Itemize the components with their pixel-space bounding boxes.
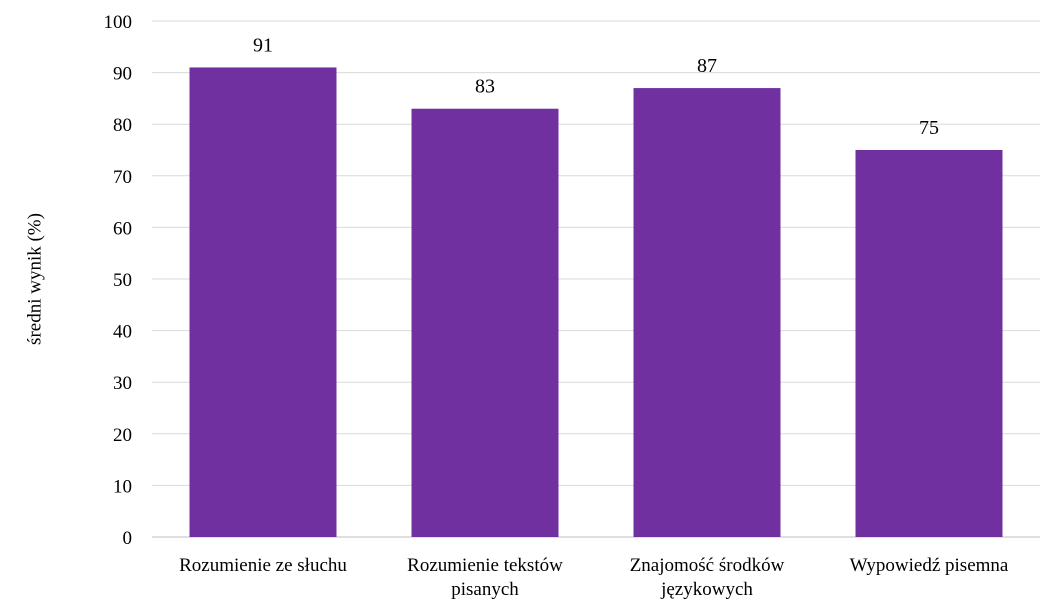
- data-label: 83: [475, 76, 495, 98]
- bar: [633, 88, 781, 537]
- y-tick-label: 10: [113, 476, 132, 497]
- bars: [189, 67, 1003, 537]
- data-label: 91: [253, 34, 273, 56]
- x-category-label: Rozumienie tekstów pisanych: [407, 555, 563, 600]
- y-tick-label: 30: [113, 373, 132, 394]
- y-tick-label: 60: [113, 218, 132, 239]
- y-tick-labels: 0 10 20 30 40 50 60 70 80 90 100: [104, 12, 133, 549]
- y-tick-label: 90: [113, 64, 132, 85]
- data-labels: 91 83 87 75: [253, 34, 939, 139]
- y-tick-label: 20: [113, 425, 132, 446]
- x-category-label: Wypowiedź pisemna: [850, 555, 1009, 576]
- y-tick-label: 40: [113, 322, 132, 343]
- y-tick-label: 70: [113, 167, 132, 188]
- data-label: 87: [697, 55, 717, 77]
- x-category-label: Znajomość środków językowych: [630, 555, 785, 600]
- y-tick-label: 80: [113, 115, 132, 136]
- y-tick-label: 50: [113, 270, 132, 291]
- data-label: 75: [919, 117, 939, 139]
- x-category-labels: Rozumienie ze słuchu Rozumienie tekstów pi…: [179, 555, 1009, 600]
- bar: [855, 150, 1003, 537]
- y-axis-title: średni wynik (%): [24, 213, 45, 345]
- y-tick-label: 100: [104, 12, 133, 33]
- x-category-label: Rozumienie ze słuchu: [179, 555, 347, 576]
- bar: [189, 67, 337, 537]
- bar: [411, 108, 559, 537]
- y-tick-label: 0: [123, 528, 133, 549]
